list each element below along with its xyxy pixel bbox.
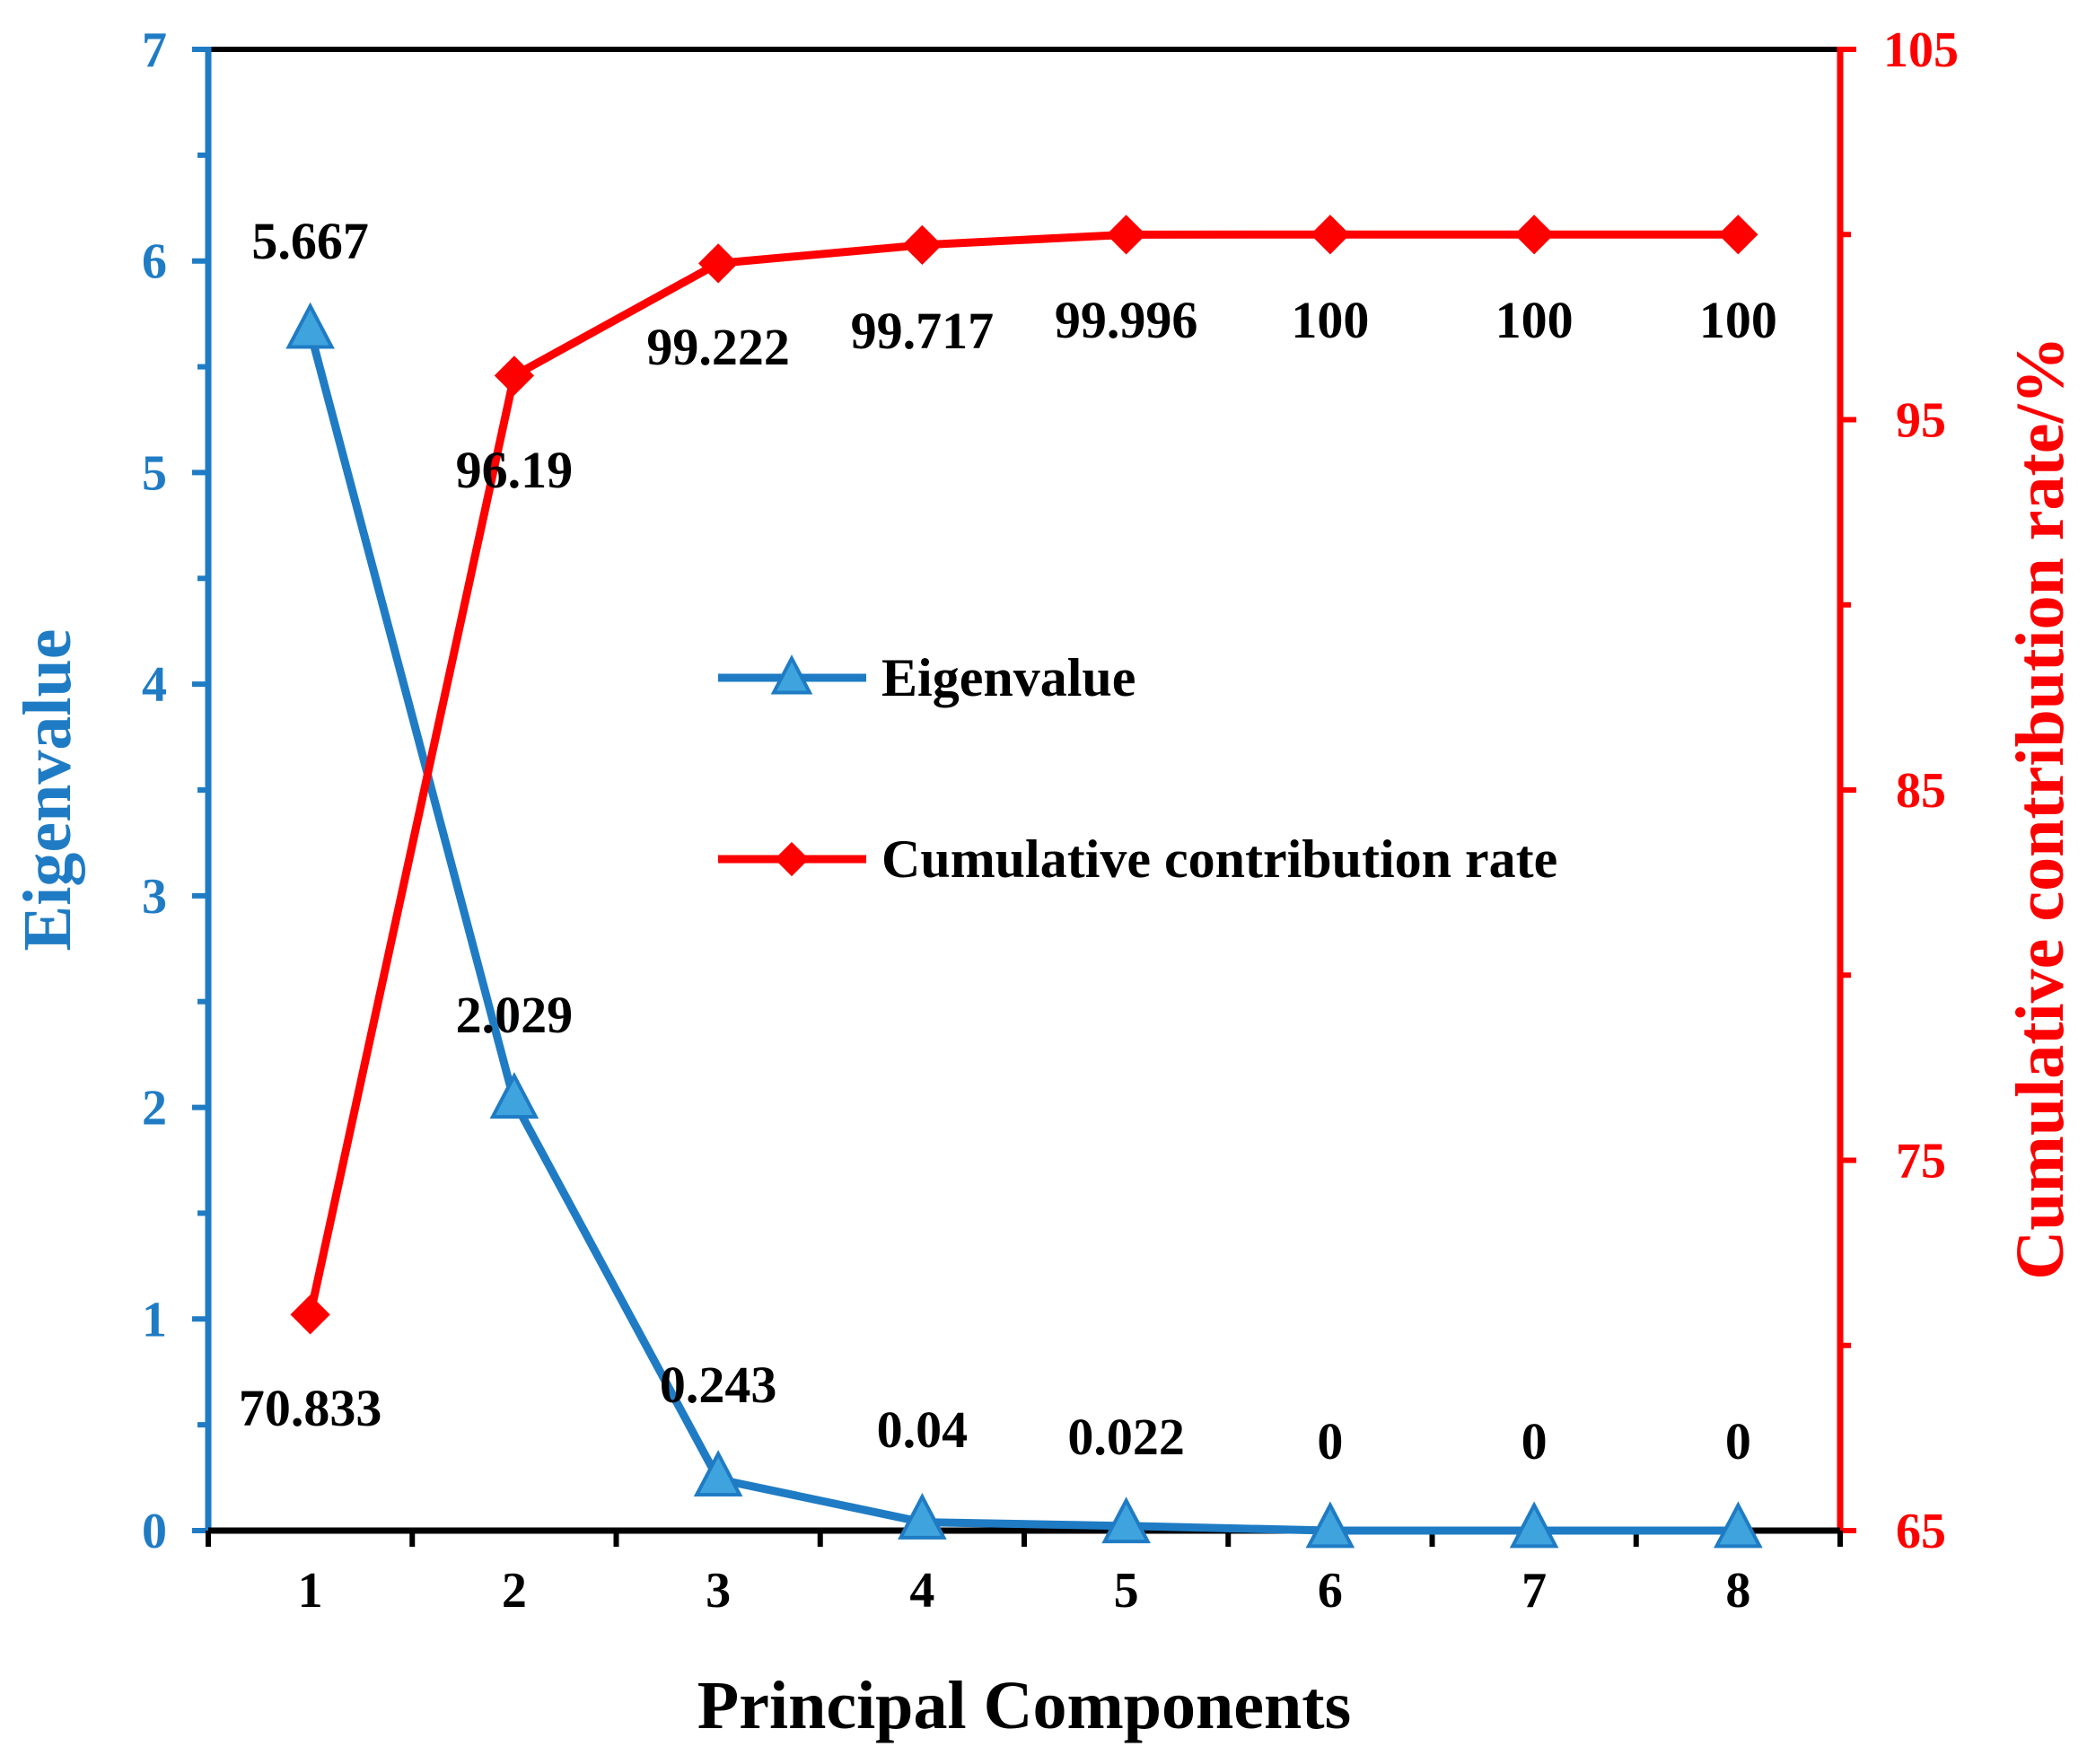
- y-tick-label: 6: [142, 234, 167, 290]
- eigenvalue-label: 0: [1317, 1412, 1343, 1470]
- cumulative-point: [1106, 215, 1146, 255]
- y2-axis-title: Cumulative contribution rate/%: [2003, 336, 2078, 1279]
- eigenvalue-point: [1509, 1501, 1559, 1549]
- y-tick-label: 3: [142, 869, 167, 925]
- y-tick-label: 2: [142, 1081, 167, 1137]
- eigenvalue-point: [1101, 1496, 1151, 1544]
- legend-cumulative-marker: [774, 841, 810, 877]
- eigenvalue-line: [306, 330, 1739, 1535]
- cumulative-label: 70.833: [239, 1379, 382, 1437]
- y-tick-label: 1: [142, 1292, 167, 1347]
- cumulative-label: 99.717: [851, 302, 995, 360]
- axes: 0 1 2 3 4 5 6 7 65 75 85 95 105 1 2 3 4 5 6 7 8: [142, 22, 1959, 1619]
- eigenvalue-label: 0.243: [660, 1356, 777, 1414]
- eigenvalue-label: 0.022: [1067, 1408, 1185, 1466]
- y-tick-label: 7: [142, 22, 167, 78]
- legend-eigenvalue-marker: [770, 654, 813, 695]
- eigenvalue-label: 0: [1725, 1412, 1751, 1470]
- cumulative-label: 100: [1495, 291, 1574, 349]
- cumulative-label: 99.222: [646, 318, 790, 376]
- eigenvalue-label: 0: [1521, 1412, 1548, 1470]
- y-tick-label: 0: [142, 1504, 167, 1559]
- eigenvalue-label: 0.04: [877, 1400, 969, 1459]
- x-tick-label: 2: [502, 1563, 527, 1619]
- legend-eigenvalue-label: Eigenvalue: [881, 648, 1136, 707]
- eigenvalue-point: [1305, 1501, 1355, 1549]
- x-tick-label: 4: [909, 1563, 934, 1619]
- y-tick-label: 5: [142, 445, 167, 501]
- cumulative-point: [1514, 215, 1555, 255]
- cumulative-point: [902, 224, 943, 266]
- x-tick-label: 6: [1318, 1563, 1343, 1619]
- cumulative-label: 100: [1291, 291, 1369, 349]
- cumulative-point: [290, 1294, 330, 1335]
- cumulative-point: [494, 355, 534, 396]
- cumulative-label: 99.996: [1055, 291, 1198, 349]
- eigenvalue-label: 2.029: [456, 986, 574, 1044]
- series-layer: [285, 215, 1763, 1549]
- cumulative-point: [1718, 215, 1758, 255]
- x-axis-title: Principal Components: [697, 1668, 1351, 1743]
- y2-tick-label: 105: [1883, 22, 1959, 78]
- eigenvalue-point: [489, 1072, 539, 1119]
- y2-tick-label: 75: [1896, 1134, 1946, 1189]
- x-tick-label: 8: [1725, 1563, 1750, 1619]
- eigenvalue-label: 5.667: [251, 212, 369, 270]
- y2-tick-label: 65: [1896, 1504, 1946, 1559]
- y2-tick-label: 85: [1896, 763, 1946, 819]
- legend-cumulative-label: Cumulative contribution rate: [881, 829, 1557, 889]
- x-tick-label: 3: [706, 1563, 731, 1619]
- cumulative-point: [698, 243, 739, 284]
- eigenvalue-point: [1714, 1501, 1763, 1549]
- data-labels: 5.667 2.029 0.243 0.04 0.022 0 0 0 70.833 96.19 99…: [239, 212, 1777, 1470]
- y2-tick-label: 95: [1896, 393, 1946, 449]
- cumulative-label: 96.19: [456, 441, 574, 499]
- eigenvalue-point: [898, 1493, 947, 1540]
- cumulative-line: [306, 230, 1739, 1316]
- cumulative-point: [1310, 215, 1350, 255]
- x-tick-label: 5: [1114, 1563, 1139, 1619]
- eigenvalue-point: [693, 1450, 743, 1497]
- x-tick-label: 7: [1521, 1563, 1547, 1619]
- legend: Eigenvalue Cumulative contribution rate: [718, 648, 1557, 889]
- y-tick-label: 4: [142, 657, 167, 713]
- y-axis-title: Eigenvalue: [10, 629, 85, 952]
- x-tick-label: 1: [298, 1563, 323, 1619]
- eigenvalue-point: [285, 302, 335, 349]
- cumulative-label: 100: [1699, 291, 1777, 349]
